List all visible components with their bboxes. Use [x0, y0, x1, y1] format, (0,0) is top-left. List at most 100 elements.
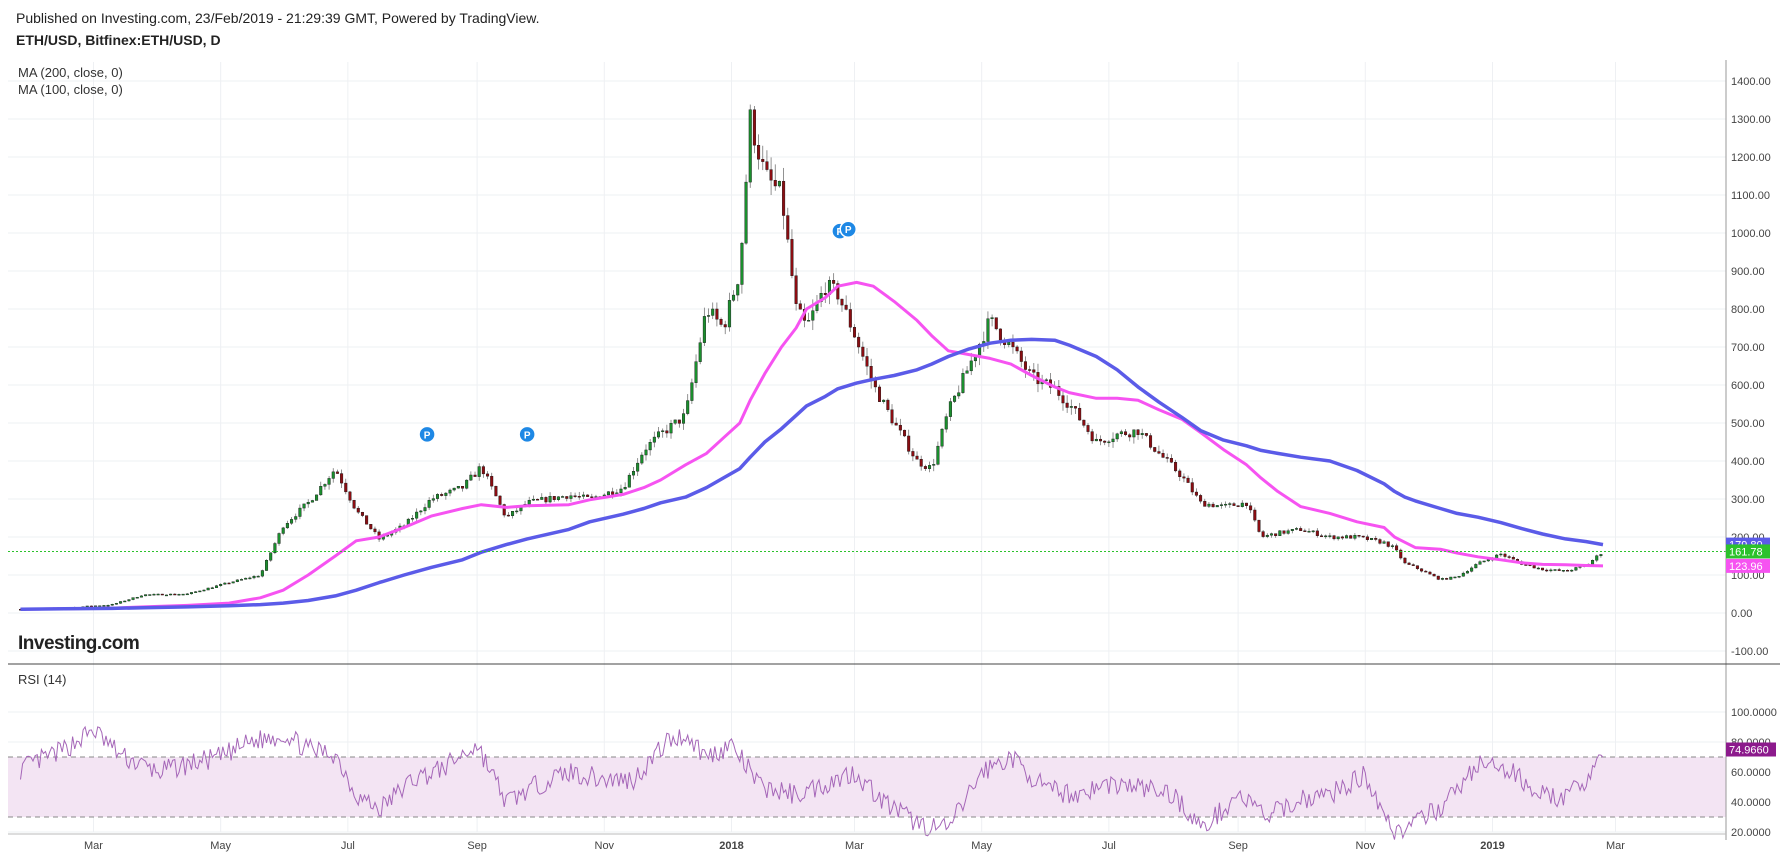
candle	[1219, 502, 1223, 509]
candle-body	[1382, 541, 1386, 544]
last-price-tag: 161.78	[1726, 544, 1770, 559]
event-marker[interactable]: P	[839, 220, 857, 238]
candle-body	[677, 419, 681, 424]
candle-body	[1199, 495, 1203, 502]
candle	[1178, 468, 1182, 482]
candle-body	[415, 511, 419, 519]
candle-body	[1023, 361, 1027, 370]
candle	[669, 419, 673, 439]
candle	[110, 603, 114, 606]
candle-body	[1082, 419, 1086, 426]
candle-body	[252, 576, 256, 579]
candle-body	[798, 303, 802, 310]
candle-body	[173, 593, 177, 596]
candle	[715, 302, 719, 327]
candle	[990, 314, 994, 327]
candle-body	[452, 487, 456, 491]
candle	[798, 300, 802, 310]
event-markers[interactable]: P PP P	[418, 220, 857, 444]
ma100-value-tag-text: 123.96	[1729, 561, 1763, 573]
candle	[98, 605, 102, 607]
event-marker[interactable]: P	[518, 425, 536, 444]
candle-body	[740, 242, 744, 285]
candle-body	[139, 595, 143, 598]
candle-body	[1015, 346, 1019, 352]
candle-body	[907, 435, 911, 452]
candle	[836, 280, 840, 305]
candle	[231, 581, 235, 584]
candle	[1207, 502, 1211, 509]
candle	[452, 487, 456, 492]
candle	[219, 583, 223, 587]
candle-body	[1073, 406, 1077, 409]
candle	[1453, 576, 1457, 579]
candle	[323, 483, 327, 490]
candle	[740, 241, 744, 294]
candle	[1124, 428, 1128, 437]
candle-body	[707, 315, 711, 317]
candle	[773, 164, 777, 191]
candle	[235, 579, 239, 583]
candle-body	[315, 494, 319, 501]
price-tick-label: 800.00	[1731, 304, 1765, 316]
candle-body	[1424, 570, 1428, 573]
candle-body	[410, 518, 414, 520]
candle	[569, 492, 573, 502]
candle	[1078, 402, 1082, 421]
candle	[1345, 534, 1349, 539]
candle	[1315, 528, 1319, 538]
candle	[277, 532, 281, 546]
candle-body	[244, 577, 248, 580]
candle-body	[102, 605, 106, 607]
candle-body	[1374, 538, 1378, 540]
candle	[1240, 500, 1244, 508]
candle-body	[1532, 565, 1536, 569]
candle-body	[214, 585, 218, 588]
candle	[144, 594, 148, 597]
candle-body	[373, 528, 377, 533]
candle-body	[1536, 567, 1540, 570]
event-marker[interactable]: P	[418, 425, 436, 444]
candle-body	[127, 599, 131, 602]
candle-body	[890, 409, 894, 424]
candle-body	[823, 293, 827, 295]
candle-body	[940, 428, 944, 447]
candle-body	[636, 462, 640, 472]
candle-body	[423, 507, 427, 512]
candle	[1119, 429, 1123, 437]
candle	[294, 513, 298, 523]
marker-label: P	[424, 430, 431, 441]
candle-body	[1215, 505, 1219, 508]
candle	[123, 600, 127, 603]
candle-body	[698, 342, 702, 362]
candle	[285, 520, 289, 529]
candle	[556, 496, 560, 502]
candle-body	[1086, 425, 1090, 432]
candle-body	[1057, 386, 1061, 396]
candle	[119, 601, 123, 604]
rsi-path	[20, 725, 1604, 840]
candle-body	[669, 423, 673, 434]
candle	[173, 593, 177, 596]
candle	[160, 593, 164, 596]
candle	[790, 229, 794, 279]
candle	[1536, 566, 1540, 570]
candle	[1411, 563, 1415, 567]
candle-body	[1182, 476, 1186, 479]
rsi-tick-label: 60.0000	[1731, 767, 1771, 779]
candle-body	[1511, 557, 1515, 560]
candle-body	[932, 464, 936, 466]
candle-body	[89, 605, 93, 608]
candle	[114, 602, 118, 605]
candle	[1253, 507, 1257, 523]
price-tick-label: 500.00	[1731, 418, 1765, 430]
candle	[1149, 433, 1153, 450]
candle	[686, 394, 690, 416]
candle	[857, 332, 861, 354]
candle-body	[1007, 341, 1011, 345]
symbol-title: ETH/USD, Bitfinex:ETH/USD, D	[16, 32, 221, 48]
candle	[540, 493, 544, 500]
candle-body	[298, 507, 302, 517]
candle-body	[577, 496, 581, 498]
